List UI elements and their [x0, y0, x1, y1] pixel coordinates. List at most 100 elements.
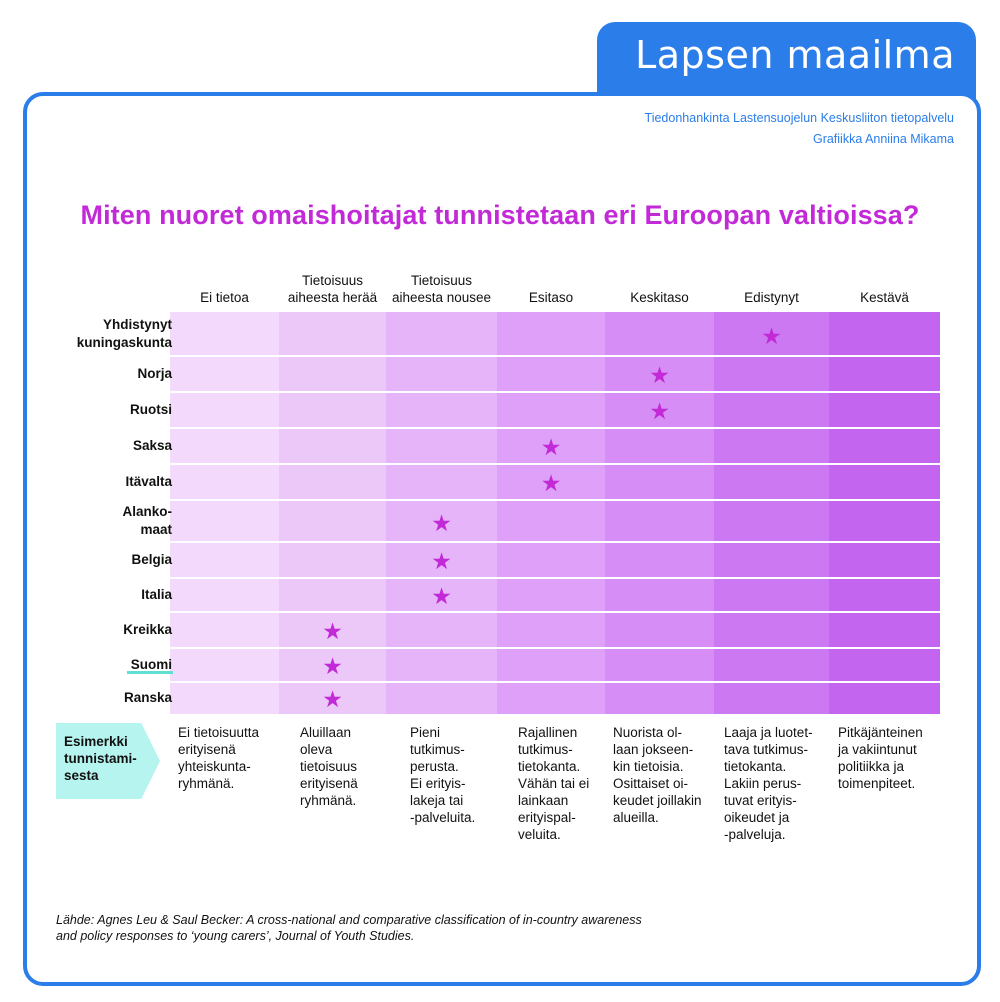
- row-separator: [170, 577, 940, 579]
- description-line: tietokanta.: [518, 759, 581, 774]
- level-headers: Ei tietoa Tietoisuus aiheesta herää Tietois…: [0, 266, 1000, 306]
- description-line: yhteiskunta-: [178, 759, 251, 774]
- level-header-line: Tietoisuus: [410, 273, 473, 288]
- description-line: tuvat erityis-: [724, 793, 797, 808]
- level-header-line: Kestävä: [860, 290, 909, 305]
- examples-label-line: sesta: [64, 768, 99, 783]
- star-icon: ★: [761, 324, 782, 350]
- examples-label: Esimerkki tunnistami- sesta: [64, 733, 137, 784]
- description-line: Aluillaan: [300, 725, 352, 740]
- country-name-line: Belgia: [131, 552, 172, 567]
- star-icon: ★: [431, 511, 452, 537]
- examples-arrow: [56, 723, 160, 799]
- level-header-line: Ei tietoa: [200, 290, 249, 305]
- row-separator: [170, 391, 940, 393]
- star-icon: ★: [540, 471, 562, 497]
- description-line: Osittaiset oi-: [613, 776, 689, 791]
- description-line: Pieni: [410, 725, 441, 740]
- description-line: Rajallinen: [518, 725, 578, 740]
- level-header-line: Keskitaso: [630, 290, 689, 305]
- level-header: Ei tietoa: [170, 289, 279, 306]
- level-header-line: aiheesta herää: [287, 290, 378, 305]
- star-icon: ★: [431, 584, 452, 610]
- country-label: Saksa: [133, 437, 172, 455]
- level-description: Pieni tutkimus-perusta. Ei erityis-lakeja …: [410, 724, 475, 826]
- star-icon: ★: [431, 549, 452, 575]
- row-separator: [170, 611, 940, 613]
- description-line: -palveluja.: [724, 827, 786, 842]
- row-separator: [170, 463, 940, 465]
- level-description: Aluillaan oleva tietoisuus erityisenä ryhmän…: [300, 724, 358, 809]
- description-line: Vähän tai ei: [518, 776, 590, 791]
- description-line: erityispal-: [518, 810, 576, 825]
- level-band: [829, 312, 940, 714]
- description-line: tietoisuus: [300, 759, 358, 774]
- country-label: Ranska: [124, 689, 172, 707]
- description-line: veluita.: [518, 827, 561, 842]
- description-line: -palveluita.: [410, 810, 476, 825]
- star-icon: ★: [649, 399, 670, 425]
- description-line: politiikka ja: [838, 759, 905, 774]
- main-title: Miten nuoret omaishoitajat tunnistetaan …: [80, 200, 920, 230]
- level-description: Rajallinen tutkimus-tietokanta. Vähän tai …: [518, 724, 589, 843]
- country-label: Kreikka: [123, 621, 172, 639]
- tab-title: Lapsen maailma: [635, 33, 955, 77]
- level-header-line: Tietoisuus: [301, 273, 364, 288]
- description-line: ryhmänä.: [178, 776, 235, 791]
- star-icon: ★: [649, 363, 670, 389]
- source-note: Lähde: Agnes Leu & Saul Becker: A cross-…: [56, 912, 642, 944]
- country-name-line: Kreikka: [123, 622, 172, 637]
- country-label: Ruotsi: [130, 401, 172, 419]
- level-header: Edistynyt: [714, 289, 829, 306]
- level-header-line: Edistynyt: [744, 290, 799, 305]
- country-name-line: maat: [140, 522, 172, 537]
- country-name-line: Itävalta: [125, 474, 172, 489]
- level-description: Laaja ja luotet-tava tutkimus-tietokanta…: [724, 724, 813, 843]
- country-label: Suomi: [131, 656, 172, 674]
- level-description: Ei tietoisuutta erityisenä yhteiskunta-ryh…: [178, 724, 259, 792]
- description-line: lainkaan: [518, 793, 569, 808]
- country-name-line: Saksa: [132, 438, 172, 453]
- row-separator: [170, 355, 940, 357]
- country-name-line: Yhdistynyt: [102, 317, 172, 332]
- source-line: and policy responses to ‘young carers’, …: [56, 929, 415, 943]
- level-header: Tietoisuus aiheesta nousee: [386, 272, 497, 306]
- country-label: Alanko-maat: [122, 503, 172, 539]
- country-name-line: Ranska: [123, 690, 172, 705]
- row-separator: [170, 647, 940, 649]
- level-band: [170, 312, 279, 714]
- description-line: ryhmänä.: [300, 793, 357, 808]
- row-separator: [170, 541, 940, 543]
- country-label: Belgia: [131, 551, 172, 569]
- country-name-line: kuningaskunta: [76, 335, 172, 350]
- description-line: toimenpiteet.: [838, 776, 916, 791]
- description-line: Pitkäjänteinen: [838, 725, 923, 740]
- description-line: erityisenä: [300, 776, 358, 791]
- star-icon: ★: [322, 687, 343, 713]
- country-name-line: Italia: [141, 587, 172, 602]
- level-band: [497, 312, 605, 714]
- level-header: Tietoisuus aiheesta herää: [279, 272, 386, 306]
- country-name-line: Ruotsi: [130, 402, 172, 417]
- row-separator: [170, 427, 940, 429]
- star-icon: ★: [322, 619, 343, 645]
- level-description: Nuorista ol-laan jokseen-kin tietoisia. O…: [613, 724, 702, 826]
- credit-line-research: Tiedonhankinta Lastensuojelun Keskusliit…: [644, 111, 954, 125]
- description-line: tava tutkimus-: [724, 742, 809, 757]
- level-header: Kestävä: [829, 289, 940, 306]
- description-line: perusta.: [410, 759, 459, 774]
- description-line: Lakiin perus-: [724, 776, 802, 791]
- credit-line-graphics: Grafiikka Anniina Mikama: [812, 132, 954, 146]
- description-line: alueilla.: [613, 810, 659, 825]
- description-line: ja vakiintunut: [838, 742, 917, 757]
- level-header: Esitaso: [497, 289, 605, 306]
- description-line: keudet joillakin: [613, 793, 702, 808]
- star-icon: ★: [322, 654, 343, 680]
- description-line: Laaja ja luotet-: [724, 725, 813, 740]
- row-separator: [170, 499, 940, 501]
- country-label: Yhdistynyt kuningaskunta: [77, 316, 172, 352]
- level-header: Keskitaso: [605, 289, 714, 306]
- row-separator: [170, 681, 940, 683]
- description-line: Ei tietoisuutta: [178, 725, 260, 740]
- description-line: tietokanta.: [724, 759, 787, 774]
